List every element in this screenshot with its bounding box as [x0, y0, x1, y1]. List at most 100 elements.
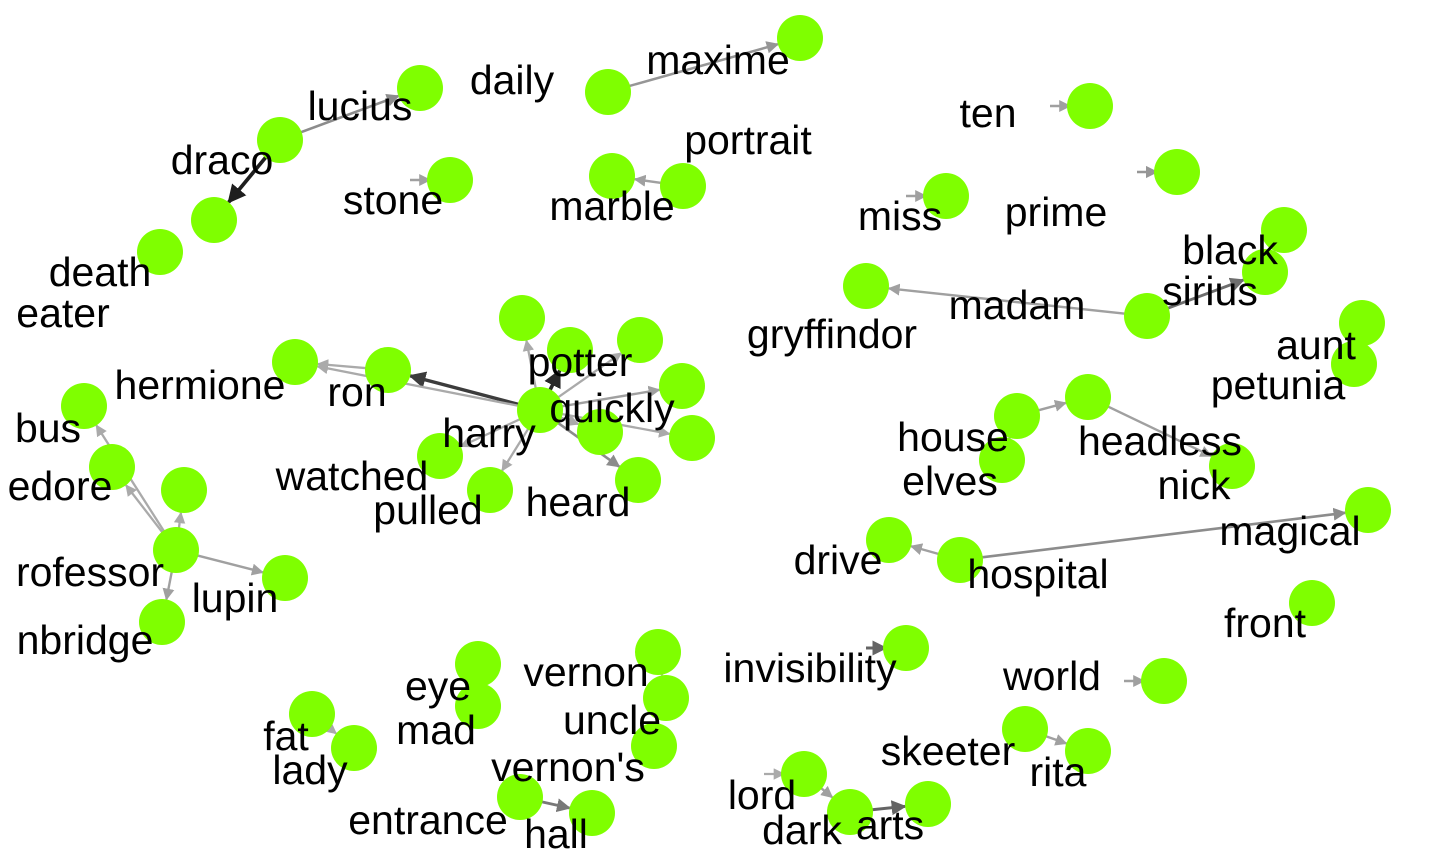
node-potter_x1 — [499, 295, 545, 341]
node-skeeter — [1065, 728, 1111, 774]
node-daily — [585, 69, 631, 115]
node-stone — [427, 157, 473, 203]
node-ten — [1067, 83, 1113, 129]
label-dumbledore: edore — [8, 463, 113, 509]
label-arts: arts — [856, 802, 924, 848]
node-nick — [1209, 443, 1255, 489]
edge-madam-to-sirius — [1159, 277, 1245, 313]
label-stone: stone — [343, 177, 443, 223]
node-umbridge — [139, 599, 185, 645]
label-nick: nick — [1158, 462, 1231, 508]
label-vernon: vernon — [523, 649, 648, 695]
label-hermione: hermione — [115, 362, 286, 408]
node-vernon — [635, 629, 681, 675]
node-elves — [979, 437, 1025, 483]
node-drive — [866, 517, 912, 563]
node-eater — [137, 229, 183, 275]
label-dark: dark — [762, 807, 842, 853]
node-black — [1261, 207, 1307, 253]
label-sirius: sirius — [1162, 268, 1258, 314]
node-mad — [455, 683, 501, 729]
node-harry — [517, 387, 563, 433]
node-draco — [257, 117, 303, 163]
label-quickly: quickly — [549, 385, 675, 431]
node-potter — [547, 327, 593, 373]
label-drive: drive — [794, 537, 883, 583]
label-hospital: hospital — [967, 551, 1108, 597]
label-gryffindor: gryffindor — [747, 311, 917, 357]
label-headless: headless — [1078, 418, 1242, 464]
label-hall: hall — [524, 811, 588, 857]
node-potter_x2 — [617, 317, 663, 363]
node-eye — [455, 641, 501, 687]
label-eye: eye — [405, 663, 471, 709]
node-prime — [1154, 149, 1200, 195]
node-vernons — [631, 723, 677, 769]
node-professor — [153, 527, 199, 573]
label-black: black — [1182, 227, 1278, 273]
label-professor: rofessor — [16, 549, 164, 595]
label-miss: miss — [858, 193, 942, 239]
label-ten: ten — [960, 90, 1017, 136]
node-world — [1141, 658, 1187, 704]
label-maxime: maxime — [646, 37, 790, 83]
label-uncle: uncle — [563, 697, 661, 743]
label-draco: draco — [171, 137, 274, 183]
label-bus: bus — [15, 405, 81, 451]
node-house — [994, 393, 1040, 439]
label-ron: ron — [327, 369, 386, 415]
label-invisibility: invisibility — [723, 645, 897, 691]
node-rita — [1002, 706, 1048, 752]
label-fat: fat — [263, 713, 309, 759]
node-pulled — [467, 467, 513, 513]
node-arts — [905, 781, 951, 827]
node-lady — [331, 725, 377, 771]
label-heard: heard — [526, 479, 631, 525]
node-entrance — [497, 774, 543, 820]
node-lupin — [262, 555, 308, 601]
edge-harry-to-quickly — [553, 385, 661, 409]
node-dumbledore — [89, 444, 135, 490]
node-aunt — [1339, 300, 1385, 346]
edge-daily-to-maxime — [620, 41, 780, 90]
node-bus — [61, 383, 107, 429]
node-hall — [569, 790, 615, 836]
edge-hospital-to-magical — [973, 507, 1347, 560]
label-magical: magical — [1219, 508, 1360, 554]
label-portrait: portrait — [684, 117, 812, 163]
label-layer: daily maxime lucius draco stone portraitmarbl… — [8, 37, 1361, 857]
label-mad: mad — [396, 707, 476, 753]
label-lupin: lupin — [192, 575, 279, 621]
label-rita: rita — [1030, 749, 1087, 795]
node-madam — [1124, 293, 1170, 339]
edge-harry-to-hermione — [316, 362, 527, 409]
node-maxime — [777, 15, 823, 61]
label-potter: potter — [528, 339, 633, 385]
node-quickly_x2 — [577, 409, 623, 455]
node-petunia — [1331, 341, 1377, 387]
node-layer — [61, 15, 1391, 836]
label-skeeter: skeeter — [881, 728, 1015, 774]
edge-harry-to-potter_x1 — [522, 339, 539, 397]
label-lucius: lucius — [308, 83, 413, 129]
node-portrait — [660, 163, 706, 209]
node-miss — [923, 173, 969, 219]
label-lady: lady — [272, 747, 348, 793]
node-heard — [615, 457, 661, 503]
edge-ron-to-hermione — [316, 359, 375, 371]
node-fat — [289, 691, 335, 737]
label-house: house — [897, 414, 1009, 460]
node-quickly — [659, 363, 705, 409]
node-death — [191, 197, 237, 243]
node-marble — [589, 153, 635, 199]
label-entrance: entrance — [348, 797, 508, 843]
node-gryffindor — [843, 263, 889, 309]
node-magical — [1345, 487, 1391, 533]
label-eater: eater — [16, 290, 109, 336]
node-prof_x1 — [161, 467, 207, 513]
edge-harry-to-watched — [459, 414, 528, 448]
edge-harry-to-ron — [408, 371, 528, 409]
node-front — [1289, 580, 1335, 626]
label-petunia: petunia — [1211, 362, 1346, 408]
label-lord: lord — [728, 772, 796, 818]
